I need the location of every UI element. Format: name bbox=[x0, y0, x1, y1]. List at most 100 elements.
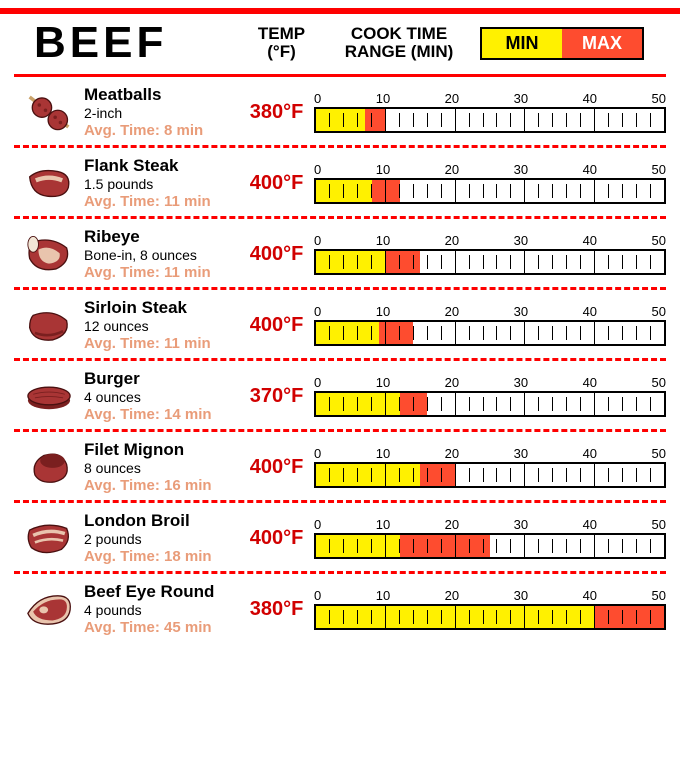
item-info: Sirloin Steak 12 ounces Avg. Time: 11 mi… bbox=[84, 298, 239, 352]
item-temp: 380°F bbox=[239, 598, 314, 621]
item-avg-time: Avg. Time: 8 min bbox=[84, 122, 233, 139]
tick-label: 10 bbox=[376, 446, 390, 461]
item-temp: 400°F bbox=[239, 314, 314, 337]
tick-label: 10 bbox=[376, 375, 390, 390]
item-name: Filet Mignon bbox=[84, 440, 233, 460]
tick-grid bbox=[316, 180, 664, 202]
item-temp: 400°F bbox=[239, 243, 314, 266]
item-portion: 12 ounces bbox=[84, 318, 233, 334]
time-bar bbox=[314, 249, 666, 275]
tick-label: 30 bbox=[514, 517, 528, 532]
time-bar bbox=[314, 178, 666, 204]
tick-label: 50 bbox=[652, 233, 666, 248]
tick-label: 0 bbox=[314, 304, 321, 319]
item-portion: 4 ounces bbox=[84, 389, 233, 405]
item-name: Ribeye bbox=[84, 227, 233, 247]
tick-grid bbox=[316, 535, 664, 557]
item-info: Flank Steak 1.5 pounds Avg. Time: 11 min bbox=[84, 156, 239, 210]
tick-label: 50 bbox=[652, 446, 666, 461]
tick-label: 40 bbox=[583, 517, 597, 532]
time-bar bbox=[314, 462, 666, 488]
tick-label: 30 bbox=[514, 91, 528, 106]
item-temp: 380°F bbox=[239, 101, 314, 124]
meatballs-icon bbox=[14, 90, 84, 134]
tick-label: 0 bbox=[314, 233, 321, 248]
tick-label: 40 bbox=[583, 304, 597, 319]
range-column-header: COOK TIME RANGE (MIN) bbox=[324, 25, 474, 61]
item-name: Beef Eye Round bbox=[84, 582, 233, 602]
item-row: Sirloin Steak 12 ounces Avg. Time: 11 mi… bbox=[14, 287, 666, 358]
tick-label: 10 bbox=[376, 588, 390, 603]
item-portion: 2-inch bbox=[84, 105, 233, 121]
time-chart: 01020304050 bbox=[314, 517, 666, 559]
tick-label: 10 bbox=[376, 517, 390, 532]
ribeye-icon bbox=[14, 232, 84, 276]
item-row: Filet Mignon 8 ounces Avg. Time: 16 min4… bbox=[14, 429, 666, 500]
tick-label: 50 bbox=[652, 162, 666, 177]
item-temp: 400°F bbox=[239, 527, 314, 550]
tick-label: 20 bbox=[445, 375, 459, 390]
tick-label: 0 bbox=[314, 162, 321, 177]
tick-label: 30 bbox=[514, 304, 528, 319]
filet-icon bbox=[14, 445, 84, 489]
time-chart: 01020304050 bbox=[314, 446, 666, 488]
tick-label: 40 bbox=[583, 588, 597, 603]
item-avg-time: Avg. Time: 11 min bbox=[84, 264, 233, 281]
item-info: Beef Eye Round 4 pounds Avg. Time: 45 mi… bbox=[84, 582, 239, 636]
item-name: Meatballs bbox=[84, 85, 233, 105]
tick-label: 40 bbox=[583, 91, 597, 106]
tick-label: 50 bbox=[652, 304, 666, 319]
tick-label: 30 bbox=[514, 446, 528, 461]
item-info: Filet Mignon 8 ounces Avg. Time: 16 min bbox=[84, 440, 239, 494]
item-avg-time: Avg. Time: 16 min bbox=[84, 477, 233, 494]
legend-max: MAX bbox=[562, 29, 642, 58]
item-avg-time: Avg. Time: 14 min bbox=[84, 406, 233, 423]
item-row: Flank Steak 1.5 pounds Avg. Time: 11 min… bbox=[14, 145, 666, 216]
tick-label: 10 bbox=[376, 233, 390, 248]
item-info: London Broil 2 pounds Avg. Time: 18 min bbox=[84, 511, 239, 565]
time-bar bbox=[314, 533, 666, 559]
item-temp: 400°F bbox=[239, 456, 314, 479]
item-portion: Bone-in, 8 ounces bbox=[84, 247, 233, 263]
temp-column-header: TEMP (°F) bbox=[239, 25, 324, 61]
item-portion: 2 pounds bbox=[84, 531, 233, 547]
tick-label: 10 bbox=[376, 162, 390, 177]
time-bar bbox=[314, 391, 666, 417]
item-row: Burger 4 ounces Avg. Time: 14 min370°F01… bbox=[14, 358, 666, 429]
time-chart: 0 10 20 30 40 50 bbox=[314, 304, 666, 346]
tick-label: 10 bbox=[376, 91, 390, 106]
header: BEEF TEMP (°F) COOK TIME RANGE (MIN) MIN… bbox=[14, 18, 666, 74]
tick-label: 20 bbox=[445, 517, 459, 532]
time-bar bbox=[314, 107, 666, 133]
flank-icon bbox=[14, 161, 84, 205]
item-row: Meatballs 2-inch Avg. Time: 8 min380°F01… bbox=[14, 74, 666, 145]
item-info: Burger 4 ounces Avg. Time: 14 min bbox=[84, 369, 239, 423]
tick-label: 20 bbox=[445, 446, 459, 461]
item-avg-time: Avg. Time: 11 min bbox=[84, 335, 233, 352]
tick-label: 20 bbox=[445, 304, 459, 319]
time-chart: 01020304050 bbox=[314, 233, 666, 275]
item-avg-time: Avg. Time: 18 min bbox=[84, 548, 233, 565]
tick-label: 50 bbox=[652, 375, 666, 390]
tick-label: 20 bbox=[445, 91, 459, 106]
item-info: Ribeye Bone-in, 8 ounces Avg. Time: 11 m… bbox=[84, 227, 239, 281]
item-portion: 1.5 pounds bbox=[84, 176, 233, 192]
tick-label: 0 bbox=[314, 446, 321, 461]
page-title: BEEF bbox=[14, 18, 239, 68]
tick-grid bbox=[316, 464, 664, 486]
tick-label: 0 bbox=[314, 588, 321, 603]
tick-grid bbox=[316, 322, 664, 344]
item-temp: 400°F bbox=[239, 172, 314, 195]
legend: MIN MAX bbox=[480, 27, 644, 60]
burger-icon bbox=[14, 374, 84, 418]
time-chart: 01020304050 bbox=[314, 162, 666, 204]
tick-label: 30 bbox=[514, 162, 528, 177]
tick-label: 40 bbox=[583, 375, 597, 390]
tick-label: 10 bbox=[376, 304, 390, 319]
item-portion: 8 ounces bbox=[84, 460, 233, 476]
item-name: London Broil bbox=[84, 511, 233, 531]
item-info: Meatballs 2-inch Avg. Time: 8 min bbox=[84, 85, 239, 139]
item-name: Burger bbox=[84, 369, 233, 389]
time-chart: 01020304050 bbox=[314, 91, 666, 133]
tick-grid bbox=[316, 393, 664, 415]
